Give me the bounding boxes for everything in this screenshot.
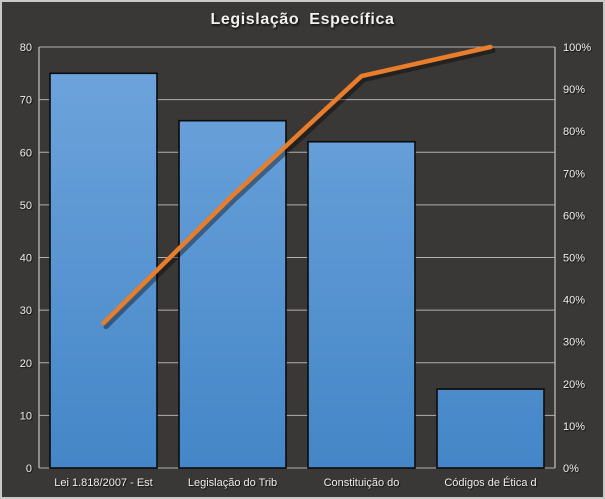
secondary-axis-tick-label: 60% (563, 210, 585, 222)
y-axis-tick-label: 20 (20, 358, 32, 370)
secondary-axis-tick-label: 50% (563, 253, 585, 265)
bar (307, 140, 416, 469)
y-axis-tick-label: 50 (20, 200, 32, 212)
y-axis-tick-label: 80 (20, 42, 32, 54)
secondary-axis-tick-label: 20% (563, 379, 585, 391)
bar (49, 72, 158, 469)
chart-title: Legislação Específica (210, 11, 395, 28)
bar (178, 119, 287, 469)
x-axis-category-label: Constituição do (324, 477, 400, 489)
bar (436, 388, 545, 469)
x-axis-category-label: Lei 1.818/2007 - Est (54, 477, 152, 489)
secondary-axis-tick-label: 70% (563, 168, 585, 180)
y-axis-tick-label: 60 (20, 147, 32, 159)
secondary-axis-tick-label: 10% (563, 421, 585, 433)
secondary-axis-tick-label: 90% (563, 84, 585, 96)
y-axis-tick-label: 10 (20, 410, 32, 422)
y-axis-tick-label: 30 (20, 305, 32, 317)
secondary-axis-tick-label: 30% (563, 337, 585, 349)
secondary-axis-tick-label: 40% (563, 295, 585, 307)
x-axis-category-label: Códigos de Ética d (444, 476, 536, 489)
y-axis-tick-label: 0 (26, 463, 32, 475)
x-axis-category-label: Legislação do Trib (188, 477, 277, 489)
secondary-axis-tick-label: 0% (563, 463, 579, 475)
cumulative-line-shadow (103, 48, 496, 330)
secondary-axis-tick-label: 100% (563, 42, 591, 54)
y-axis-tick-label: 70 (20, 95, 32, 107)
secondary-axis-tick-label: 80% (563, 126, 585, 138)
cumulative-line (101, 44, 493, 326)
y-axis-tick-label: 40 (20, 253, 32, 265)
